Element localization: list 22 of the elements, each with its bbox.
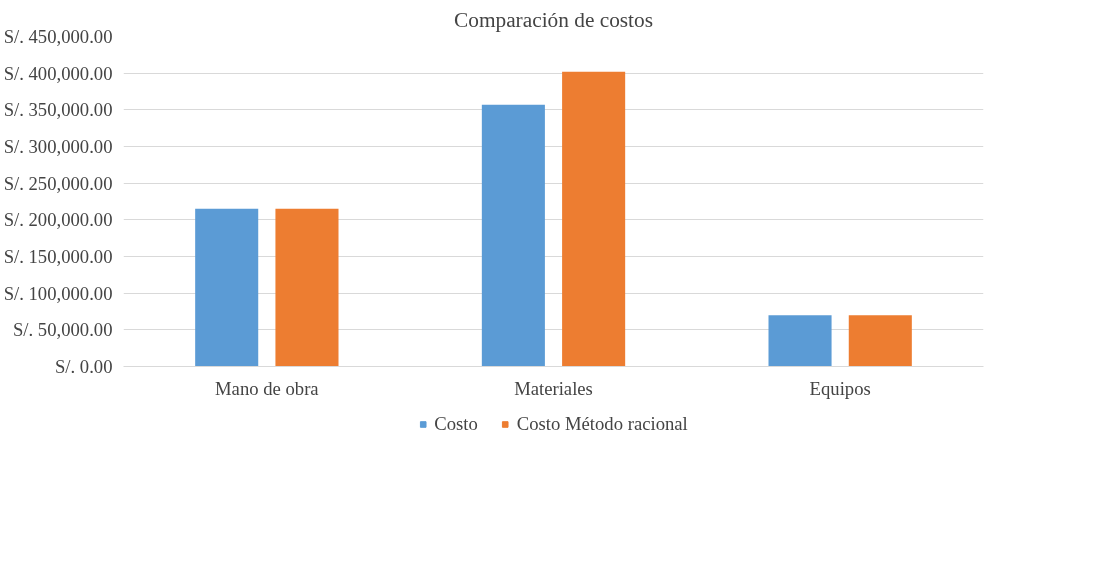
bar xyxy=(768,315,832,367)
bar xyxy=(848,315,912,367)
y-tick-label: S/. 150,000.00 xyxy=(3,246,113,267)
y-tick-label: S/. 450,000.00 xyxy=(3,26,113,47)
bar xyxy=(195,208,259,367)
y-tick-label: S/. 0.00 xyxy=(54,356,113,377)
y-tick-label: S/. 400,000.00 xyxy=(3,62,113,84)
x-tick-label: Materiales xyxy=(514,377,593,399)
bar xyxy=(481,104,545,367)
x-tick-label: Equipos xyxy=(809,377,871,399)
legend-label: Costo xyxy=(434,412,478,435)
y-tick-label: S/. 250,000.00 xyxy=(3,172,113,194)
y-tick-label: S/. 300,000.00 xyxy=(3,136,113,157)
chart-title: Comparación de costos xyxy=(453,7,654,32)
y-tick-label: S/. 100,000.00 xyxy=(3,282,113,304)
y-tick-label: S/. 200,000.00 xyxy=(3,209,113,231)
y-tick-label: S/. 50,000.00 xyxy=(12,319,113,341)
x-tick-label: Mano de obra xyxy=(215,377,320,399)
bar xyxy=(275,208,339,367)
y-tick-label: S/. 350,000.00 xyxy=(3,99,113,121)
bar xyxy=(562,71,626,367)
legend-label: Costo Método racional xyxy=(516,412,688,435)
